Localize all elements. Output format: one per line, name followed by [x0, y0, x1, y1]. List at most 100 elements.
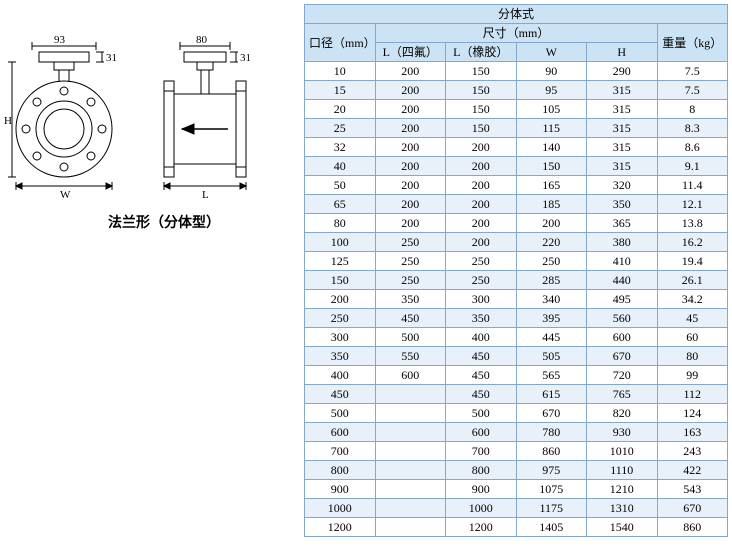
table-cell: 8.3 [657, 119, 728, 138]
table-cell: 395 [516, 309, 587, 328]
table-cell: 200 [305, 290, 376, 309]
table-cell: 300 [446, 290, 517, 309]
table-cell: 200 [375, 62, 446, 81]
table-cell: 800 [305, 461, 376, 480]
table-cell: 300 [305, 328, 376, 347]
col-dims: 尺寸（mm） [375, 24, 657, 43]
table-row: 500500670820124 [305, 404, 728, 423]
table-cell [375, 385, 446, 404]
table-cell: 1200 [446, 518, 517, 537]
table-cell: 340 [516, 290, 587, 309]
table-cell: 450 [446, 385, 517, 404]
table-cell: 250 [375, 252, 446, 271]
table-cell: 450 [446, 366, 517, 385]
table-cell: 400 [305, 366, 376, 385]
table-cell: 975 [516, 461, 587, 480]
table-cell: 250 [375, 271, 446, 290]
table-cell: 1405 [516, 518, 587, 537]
table-cell: 820 [587, 404, 658, 423]
table-cell: 780 [516, 423, 587, 442]
table-cell: 505 [516, 347, 587, 366]
table-row: 252001501153158.3 [305, 119, 728, 138]
table-cell [375, 442, 446, 461]
table-cell: 350 [375, 290, 446, 309]
table-cell: 100 [305, 233, 376, 252]
table-cell [375, 480, 446, 499]
table-cell: 315 [587, 157, 658, 176]
svg-text:H: H [4, 115, 12, 127]
table-cell: 600 [375, 366, 446, 385]
table-cell: 670 [657, 499, 728, 518]
table-cell: 615 [516, 385, 587, 404]
svg-text:80: 80 [196, 34, 208, 46]
table-cell: 600 [587, 328, 658, 347]
table-cell: 290 [587, 62, 658, 81]
table-cell: 1000 [446, 499, 517, 518]
table-cell: 365 [587, 214, 658, 233]
table-cell: 670 [587, 347, 658, 366]
table-cell: 163 [657, 423, 728, 442]
table-cell: 200 [446, 233, 517, 252]
table-cell: 315 [587, 100, 658, 119]
table-cell: 315 [587, 138, 658, 157]
table-row: 10200150902907.5 [305, 62, 728, 81]
table-cell: 250 [446, 271, 517, 290]
table-cell: 500 [446, 404, 517, 423]
table-cell: 8.6 [657, 138, 728, 157]
table-row: 402002001503159.1 [305, 157, 728, 176]
table-cell: 115 [516, 119, 587, 138]
table-cell: 765 [587, 385, 658, 404]
svg-text:L: L [202, 189, 209, 201]
table-cell: 95 [516, 81, 587, 100]
table-cell: 200 [446, 195, 517, 214]
table-cell: 350 [305, 347, 376, 366]
svg-text:31: 31 [240, 52, 251, 64]
table-cell: 45 [657, 309, 728, 328]
table-cell: 600 [446, 423, 517, 442]
spec-table-panel: 分体式 口径（mm） 尺寸（mm） 重量（kg） L（四氟） L（橡胶） W H… [304, 4, 728, 537]
table-cell: 26.1 [657, 271, 728, 290]
table-cell: 700 [305, 442, 376, 461]
table-row: 30050040044560060 [305, 328, 728, 347]
table-row: 7007008601010243 [305, 442, 728, 461]
table-cell: 1010 [587, 442, 658, 461]
table-cell [375, 499, 446, 518]
table-row: 15200150953157.5 [305, 81, 728, 100]
table-cell: 900 [446, 480, 517, 499]
table-cell: 185 [516, 195, 587, 214]
table-row: 322002001403158.6 [305, 138, 728, 157]
table-row: 40060045056572099 [305, 366, 728, 385]
table-cell: 900 [305, 480, 376, 499]
table-cell: 1075 [516, 480, 587, 499]
table-cell: 200 [375, 81, 446, 100]
table-cell: 422 [657, 461, 728, 480]
table-cell: 1200 [305, 518, 376, 537]
table-cell: 200 [375, 157, 446, 176]
table-cell: 19.4 [657, 252, 728, 271]
col-l1: L（四氟） [375, 43, 446, 62]
table-cell: 105 [516, 100, 587, 119]
table-row: 12525025025041019.4 [305, 252, 728, 271]
table-cell: 250 [446, 252, 517, 271]
flange-diagram: 93 31 [4, 34, 294, 204]
table-cell: 200 [446, 176, 517, 195]
table-cell: 450 [446, 347, 517, 366]
table-cell: 60 [657, 328, 728, 347]
table-cell: 200 [375, 119, 446, 138]
table-cell: 13.8 [657, 214, 728, 233]
table-cell: 550 [375, 347, 446, 366]
table-cell: 1110 [587, 461, 658, 480]
table-cell: 320 [587, 176, 658, 195]
table-cell: 32 [305, 138, 376, 157]
table-cell: 800 [446, 461, 517, 480]
table-row: 35055045050567080 [305, 347, 728, 366]
table-cell: 1210 [587, 480, 658, 499]
table-cell: 543 [657, 480, 728, 499]
table-cell: 200 [446, 157, 517, 176]
table-cell: 140 [516, 138, 587, 157]
table-cell: 7.5 [657, 62, 728, 81]
table-cell: 250 [516, 252, 587, 271]
table-cell [375, 461, 446, 480]
table-cell: 7.5 [657, 81, 728, 100]
col-w: W [516, 43, 587, 62]
